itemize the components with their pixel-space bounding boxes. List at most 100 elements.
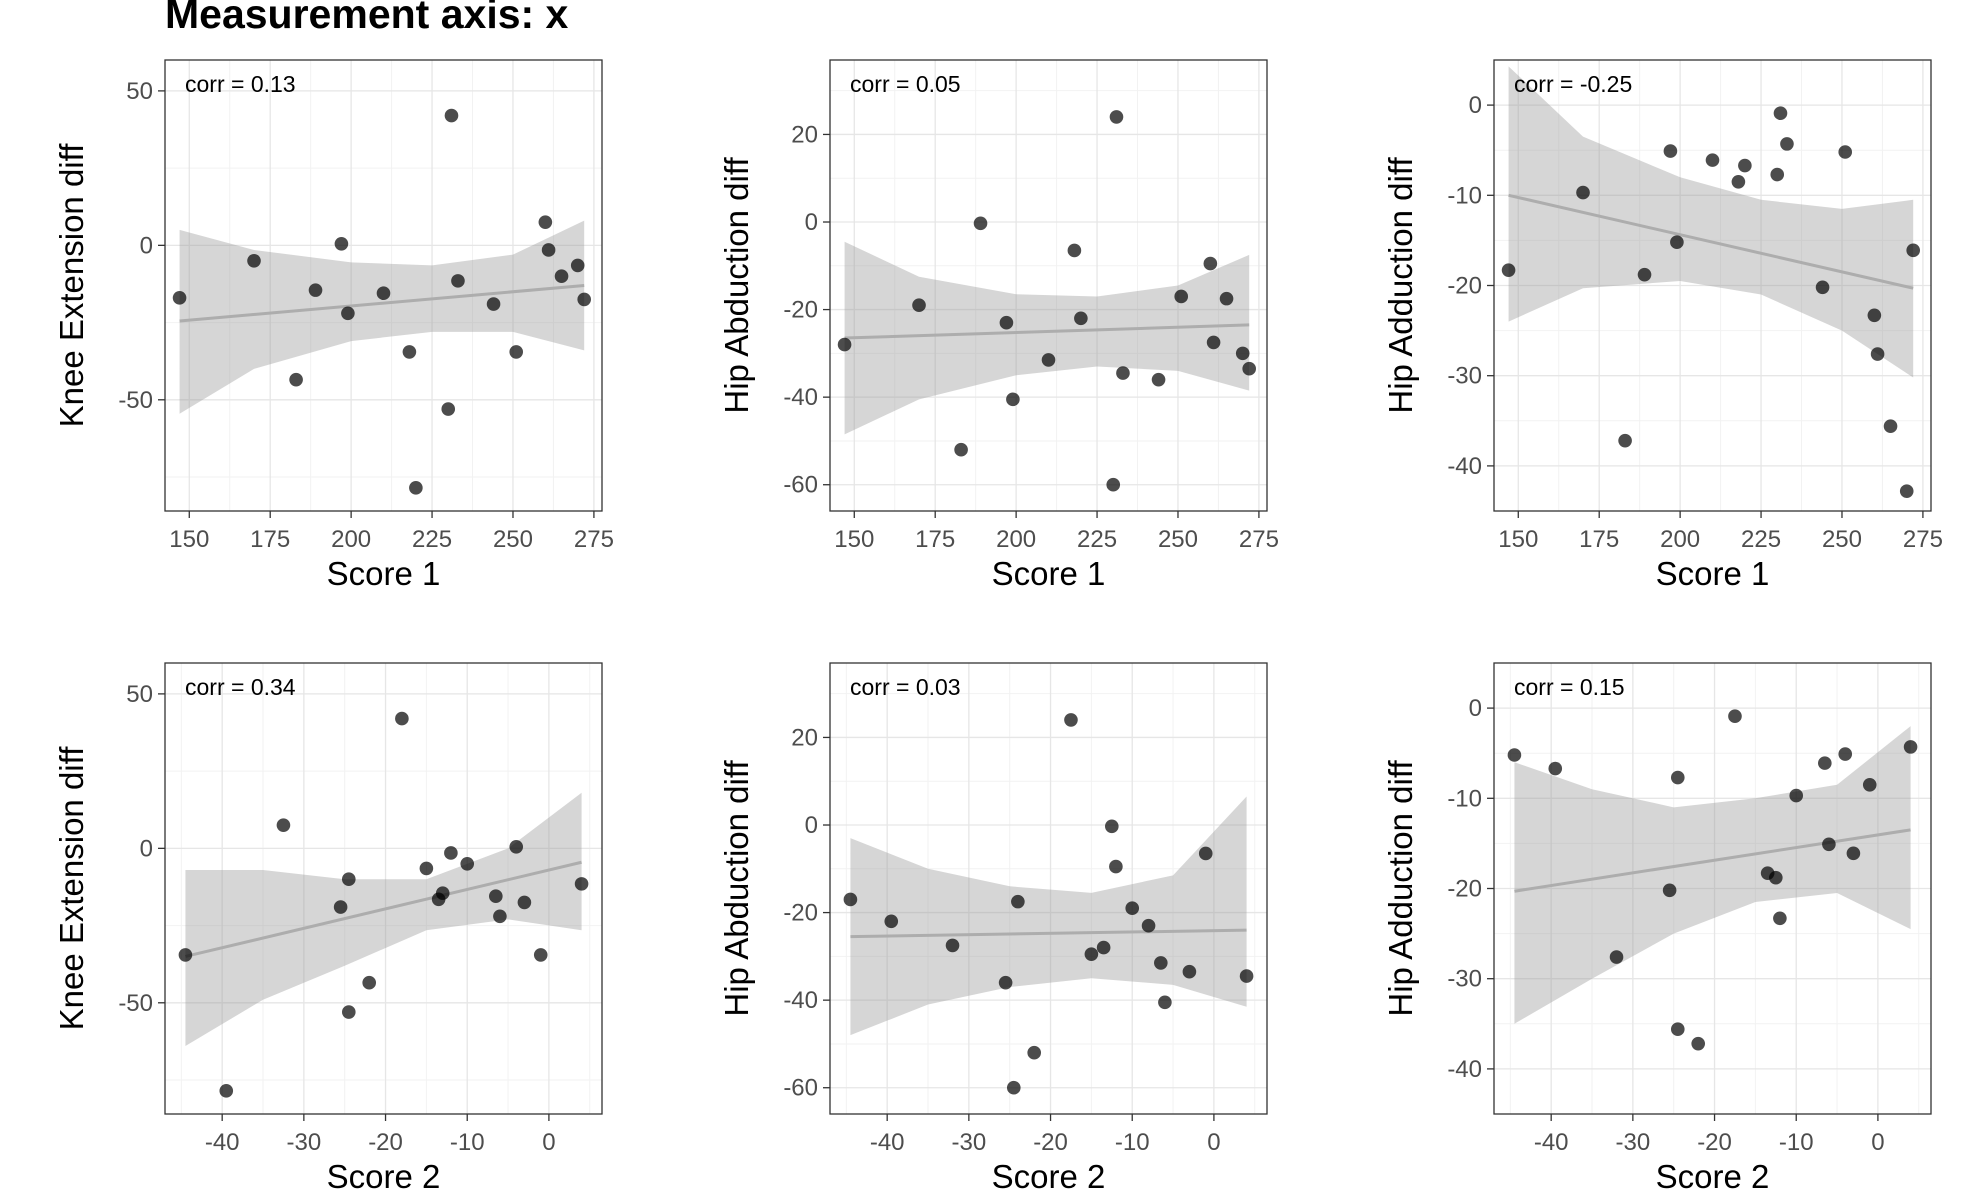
data-point <box>1906 243 1920 258</box>
confidence-ribbon <box>179 220 585 414</box>
y-tick-label: -20 <box>1447 876 1482 903</box>
data-point <box>538 215 553 229</box>
x-tick-label: 225 <box>1741 526 1781 553</box>
data-point <box>1662 883 1677 898</box>
y-tick-label: -30 <box>1447 363 1482 390</box>
y-tick-label: -10 <box>1447 785 1482 812</box>
data-point <box>1074 311 1088 326</box>
data-point <box>509 839 524 854</box>
y-tick-label: -50 <box>118 990 153 1017</box>
y-tick-label: 0 <box>805 209 818 236</box>
data-point <box>362 975 377 990</box>
x-axis-label: Score 1 <box>327 555 441 592</box>
data-point <box>1838 145 1853 159</box>
data-point <box>1151 372 1166 387</box>
y-tick-label: -50 <box>118 387 153 414</box>
y-tick-label: -40 <box>1447 453 1482 480</box>
x-tick-label: 175 <box>1579 526 1619 553</box>
data-point <box>1203 256 1218 271</box>
y-tick-label: 0 <box>1469 92 1482 119</box>
data-point <box>1501 263 1516 277</box>
panel-border <box>829 662 1268 1115</box>
data-point <box>493 909 507 924</box>
correlation-annotation: corr = 0.34 <box>185 674 296 700</box>
panel-row2-col1: -40 -30 -20 -10 0 -50 0 50 Score 2 Knee Extension… <box>53 662 603 1195</box>
data-point <box>1507 748 1522 762</box>
data-point <box>441 402 456 416</box>
panel-border <box>164 662 603 1115</box>
data-point <box>1206 335 1221 350</box>
data-point <box>409 481 423 495</box>
data-point <box>341 872 356 887</box>
data-point <box>1769 870 1783 885</box>
data-point <box>1067 243 1082 258</box>
x-tick-label: 150 <box>834 526 874 553</box>
x-tick-label: 200 <box>996 526 1036 553</box>
data-point <box>1815 280 1830 295</box>
data-point <box>1609 950 1624 964</box>
y-tick-label: 0 <box>805 812 818 839</box>
data-point <box>577 292 591 307</box>
data-point <box>1670 235 1684 250</box>
data-point <box>1663 144 1678 158</box>
x-tick-label: -20 <box>1697 1129 1732 1156</box>
data-point <box>1705 153 1720 167</box>
x-tick-label: 175 <box>915 526 955 553</box>
x-tick-label: 275 <box>1903 526 1943 553</box>
data-point <box>1235 346 1250 361</box>
data-point <box>444 846 458 860</box>
panel-row1-col1: 150 175 200 225 250 275 -50 0 50 Score 1 Knee Exte… <box>53 59 614 592</box>
data-point <box>1006 392 1020 407</box>
data-point <box>341 1005 356 1019</box>
data-point <box>489 889 503 904</box>
data-point <box>395 711 409 726</box>
data-point <box>1818 756 1832 770</box>
trend-line <box>850 928 1247 939</box>
data-point <box>1084 947 1099 961</box>
trend-line <box>179 284 585 323</box>
data-point <box>1738 158 1752 173</box>
x-axis-label: Score 2 <box>327 1158 441 1195</box>
x-tick-label: 275 <box>1239 526 1279 553</box>
data-point <box>1182 964 1197 979</box>
confidence-ribbon <box>1508 66 1914 378</box>
confidence-ribbon <box>185 792 582 1047</box>
x-tick-label: -40 <box>205 1129 240 1156</box>
data-point <box>334 236 349 251</box>
data-point <box>276 818 291 832</box>
data-point <box>172 291 187 305</box>
x-tick-label: 150 <box>1498 526 1538 553</box>
data-point <box>1691 1036 1706 1051</box>
trend-line <box>185 860 582 958</box>
trend-line <box>1508 193 1914 290</box>
y-tick-label: -60 <box>783 1075 818 1102</box>
panel-row1-col3: 150 175 200 225 250 275 -40 -30 -20 -10 0 Score 1 Hi… <box>1382 59 1943 592</box>
data-point <box>1548 761 1563 776</box>
data-point <box>460 856 475 871</box>
x-tick-label: 250 <box>493 526 533 553</box>
data-point <box>945 938 960 953</box>
x-tick-label: 150 <box>169 526 209 553</box>
data-point <box>247 253 261 268</box>
trend-line <box>844 323 1250 340</box>
x-tick-label: -30 <box>287 1129 322 1156</box>
y-tick-label: -40 <box>783 987 818 1014</box>
y-tick-label: -60 <box>783 472 818 499</box>
data-point <box>1773 911 1787 926</box>
data-point <box>1027 1045 1042 1060</box>
y-tick-label: -40 <box>783 384 818 411</box>
y-tick-label: -40 <box>1447 1056 1482 1083</box>
data-point <box>1105 819 1119 834</box>
x-axis-label: Score 1 <box>1656 555 1770 592</box>
panel-border <box>829 59 1268 512</box>
data-point <box>376 286 391 301</box>
data-point <box>574 877 589 891</box>
data-point <box>1846 846 1861 861</box>
data-point <box>1576 185 1590 200</box>
data-point <box>341 306 355 321</box>
data-point <box>1618 433 1632 448</box>
data-point <box>912 298 926 313</box>
x-axis-label: Score 2 <box>1656 1158 1770 1195</box>
data-point <box>1670 770 1685 785</box>
data-point <box>1773 106 1788 121</box>
